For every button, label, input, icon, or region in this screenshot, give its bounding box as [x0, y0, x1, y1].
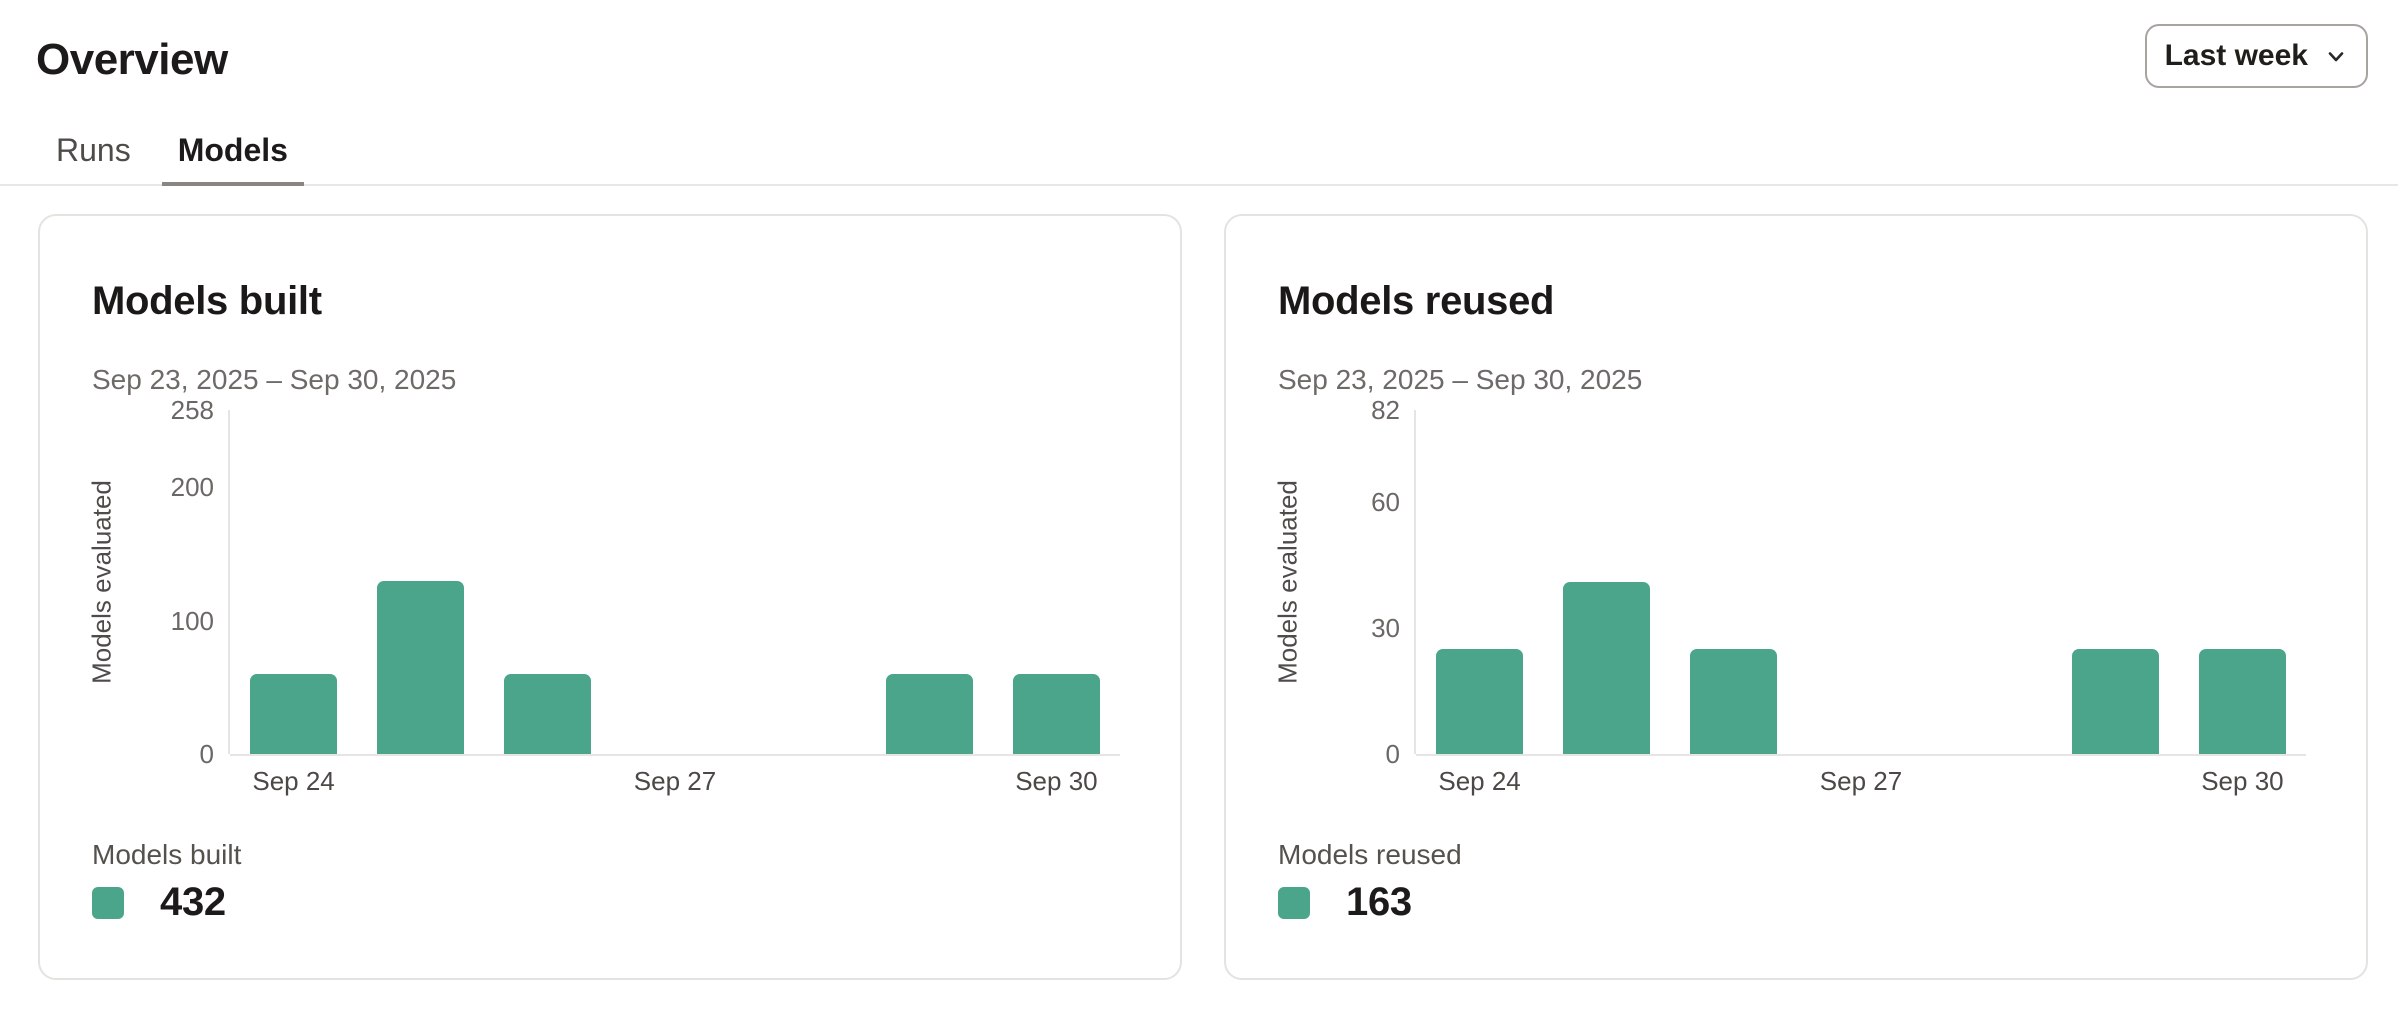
x-tick-label: Sep 24: [1438, 766, 1521, 796]
card-date-range: Sep 23, 2025 – Sep 30, 2025: [92, 364, 457, 395]
y-axis-line: [1414, 410, 1416, 754]
legend-total: 432: [160, 880, 226, 924]
y-tick-label: 82: [1371, 395, 1400, 425]
models-built-card: Models built Sep 23, 2025 – Sep 30, 2025…: [38, 214, 1182, 980]
legend-row: 432: [92, 880, 1128, 925]
chevron-down-icon: [2324, 44, 2348, 68]
models-reused-card: Models reused Sep 23, 2025 – Sep 30, 202…: [1224, 214, 2368, 980]
bar: [1563, 582, 1651, 754]
tab-models[interactable]: Models: [161, 126, 305, 186]
y-axis-label: Models evaluated: [86, 480, 117, 684]
legend-total: 163: [1346, 880, 1412, 924]
y-tick-label: 200: [170, 472, 214, 503]
legend-row: 163: [1278, 880, 2314, 925]
x-tick-label: Sep 27: [1819, 766, 1903, 796]
x-tick-label: Sep 30: [2201, 766, 2284, 796]
y-tick-label: 100: [170, 605, 214, 636]
tab-bar: Runs Models: [0, 126, 2398, 186]
card-title: Models built: [92, 279, 322, 323]
bar: [2071, 649, 2159, 754]
x-axis-line: [1416, 754, 2306, 756]
x-axis-line: [230, 754, 1120, 756]
y-tick-label: 0: [199, 739, 214, 769]
bar: [885, 674, 973, 754]
x-tick-label: Sep 30: [1015, 766, 1098, 796]
date-range-dropdown[interactable]: Last week: [2144, 24, 2368, 88]
legend-swatch: [1278, 886, 1310, 919]
page-header: Overview Last week: [0, 0, 2398, 88]
y-tick-label: 60: [1371, 487, 1400, 518]
bar: [504, 674, 592, 754]
bar: [1012, 674, 1100, 754]
y-tick-label: 258: [170, 395, 214, 425]
y-tick-label: 30: [1371, 613, 1400, 644]
bar: [1436, 649, 1524, 754]
tab-runs[interactable]: Runs: [56, 132, 131, 168]
page-title: Overview: [36, 35, 228, 84]
bar: [2198, 649, 2286, 754]
bar: [250, 674, 338, 754]
y-axis-line: [228, 410, 230, 754]
x-tick-label: Sep 27: [633, 766, 717, 796]
legend-label: Models reused: [1278, 839, 1462, 870]
legend-label: Models built: [92, 839, 242, 870]
cards-row: Models built Sep 23, 2025 – Sep 30, 2025…: [0, 186, 2398, 980]
bar: [1690, 649, 1778, 754]
card-title: Models reused: [1278, 279, 1555, 323]
bar: [377, 580, 465, 754]
models-reused-chart: Models evaluated 0 30 60 82 Sep 24 Sep 27 Sep 3…: [1273, 396, 2314, 798]
date-range-value: Last week: [2164, 39, 2308, 72]
x-tick-label: Sep 24: [252, 766, 335, 796]
legend-swatch: [92, 886, 124, 919]
y-tick-label: 0: [1385, 739, 1400, 769]
models-built-chart: Models evaluated 0 100 200 258 Sep 24 Sep 27 Se…: [87, 396, 1128, 798]
card-date-range: Sep 23, 2025 – Sep 30, 2025: [1278, 364, 1643, 395]
